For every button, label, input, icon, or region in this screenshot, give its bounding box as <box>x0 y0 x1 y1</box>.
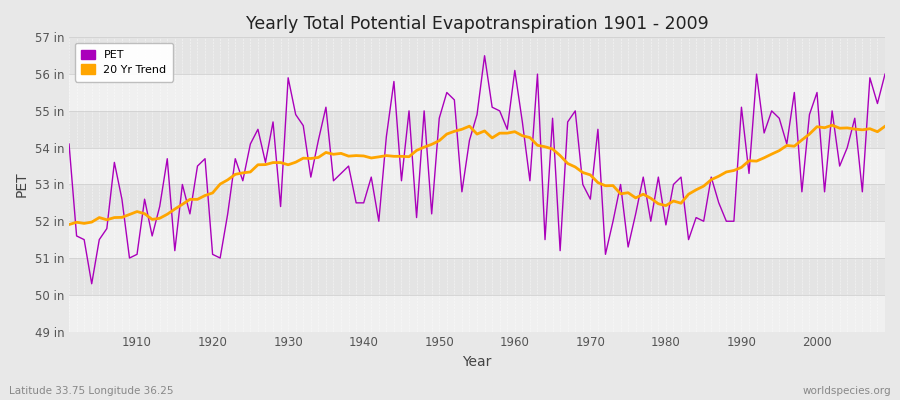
20 Yr Trend <box>879 124 890 129</box>
Bar <box>69 111 885 148</box>
PET <box>131 252 142 257</box>
20 Yr Trend <box>291 160 302 165</box>
20 Yr Trend <box>124 212 135 217</box>
Bar <box>69 37 885 74</box>
20 Yr Trend <box>509 129 520 134</box>
PET <box>479 53 490 58</box>
Y-axis label: PET: PET <box>15 172 29 197</box>
20 Yr Trend <box>827 123 838 128</box>
Bar <box>69 258 885 295</box>
Text: Latitude 33.75 Longitude 36.25: Latitude 33.75 Longitude 36.25 <box>9 386 174 396</box>
PET <box>343 164 354 168</box>
Bar <box>69 184 885 221</box>
20 Yr Trend <box>64 222 75 227</box>
PET <box>64 142 75 146</box>
Line: 20 Yr Trend: 20 Yr Trend <box>69 125 885 224</box>
PET <box>517 120 527 124</box>
PET <box>879 72 890 76</box>
20 Yr Trend <box>336 151 346 156</box>
Line: PET: PET <box>69 56 885 284</box>
20 Yr Trend <box>600 183 611 188</box>
X-axis label: Year: Year <box>463 355 491 369</box>
PET <box>616 182 626 187</box>
Bar <box>69 148 885 184</box>
PET <box>298 123 309 128</box>
Title: Yearly Total Potential Evapotranspiration 1901 - 2009: Yearly Total Potential Evapotranspiratio… <box>246 15 708 33</box>
PET <box>86 281 97 286</box>
Legend: PET, 20 Yr Trend: PET, 20 Yr Trend <box>75 43 174 82</box>
Text: worldspecies.org: worldspecies.org <box>803 386 891 396</box>
20 Yr Trend <box>502 131 513 136</box>
PET <box>525 178 535 183</box>
Bar <box>69 74 885 111</box>
Bar <box>69 295 885 332</box>
Bar <box>69 221 885 258</box>
